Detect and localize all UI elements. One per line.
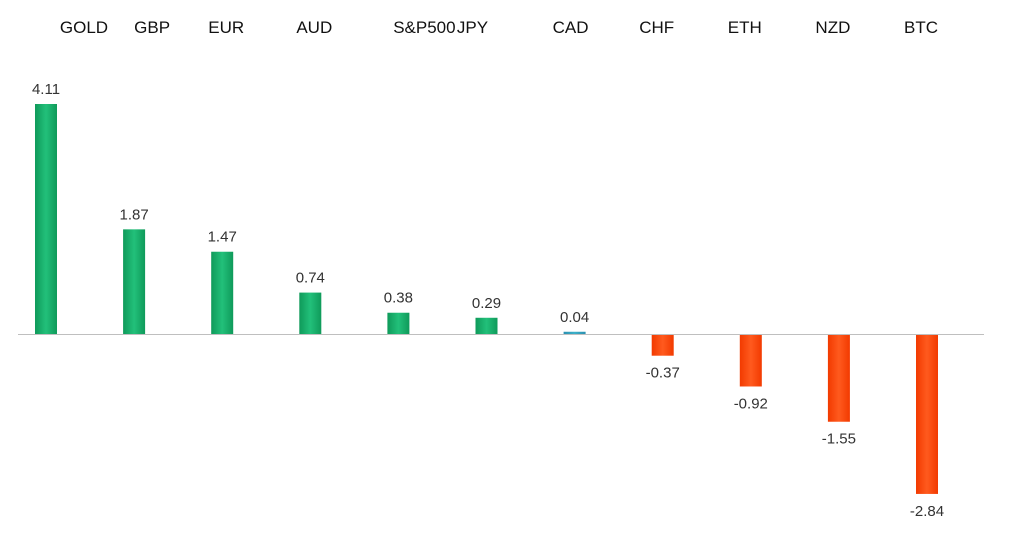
category-label-nzd: NZD (815, 18, 850, 37)
bar-eur (211, 251, 234, 334)
value-label-eur: 1.47 (208, 229, 237, 246)
value-label-chf: -0.37 (646, 365, 680, 382)
category-label-eth: ETH (728, 18, 762, 37)
category-label-aud: AUD (296, 18, 332, 37)
bar-cad (563, 331, 586, 334)
value-label-sp500: 0.38 (384, 290, 413, 307)
value-label-cad: 0.04 (560, 309, 589, 326)
category-label-sp500: S&P500 (393, 18, 455, 37)
bar-chf (651, 335, 674, 356)
bar-nzd (827, 335, 850, 422)
bar-gbp (123, 229, 146, 334)
value-label-gold: 4.11 (32, 81, 60, 98)
category-label-gold: GOLD (60, 18, 108, 37)
category-label-btc: BTC (904, 18, 938, 37)
category-label-eur: EUR (208, 18, 244, 37)
value-label-gbp: 1.87 (119, 206, 148, 223)
bar-jpy (475, 317, 498, 334)
value-label-eth: -0.92 (734, 395, 768, 412)
bars-group (35, 104, 938, 494)
bar-sp500 (387, 312, 410, 334)
category-label-chf: CHF (639, 18, 674, 37)
bar-aud (299, 292, 322, 334)
bar-gold (35, 104, 57, 334)
value-labels: 4.11 1.87 1.47 0.74 0.38 0.29 0.04 -0.37 -0.92 -1… (32, 81, 944, 520)
category-labels: GOLD GBP EUR AUD S&P500 JPY CAD CHF ETH NZD BTC (60, 18, 938, 37)
value-label-nzd: -1.55 (822, 431, 856, 448)
category-label-cad: CAD (553, 18, 589, 37)
category-label-jpy: JPY (457, 18, 488, 37)
category-label-gbp: GBP (134, 18, 170, 37)
value-label-btc: -2.84 (910, 503, 944, 520)
bar-eth (739, 335, 762, 387)
value-label-aud: 0.74 (296, 270, 325, 287)
bar-btc (916, 335, 938, 494)
value-label-jpy: 0.29 (472, 295, 501, 312)
